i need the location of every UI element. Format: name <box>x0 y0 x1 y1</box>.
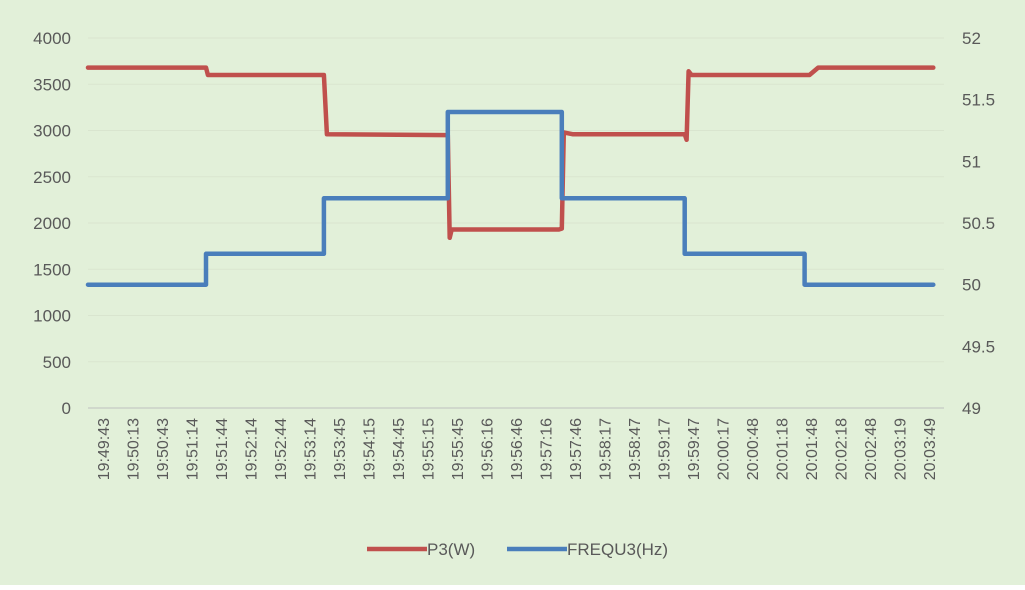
y-right-tick-label: 51 <box>962 152 981 171</box>
x-tick-label: 19:54:45 <box>391 418 408 480</box>
series-line-frequ3 <box>85 109 936 287</box>
x-tick-label: 19:52:14 <box>243 418 260 480</box>
x-tick-label: 19:59:17 <box>657 418 674 480</box>
y-right-tick-label: 52 <box>962 29 981 48</box>
series-lines <box>85 65 936 287</box>
x-tick-label: 19:53:45 <box>332 418 349 480</box>
x-tick-label: 19:53:14 <box>302 418 319 480</box>
x-tick-label: 20:01:48 <box>804 418 821 480</box>
x-tick-label: 19:54:15 <box>361 418 378 480</box>
x-tick-label: 20:00:17 <box>716 418 733 480</box>
x-tick-label: 19:49:43 <box>96 418 113 480</box>
y-right-tick-label: 50.5 <box>962 214 995 233</box>
y-left-tick-label: 500 <box>43 353 71 372</box>
y-right-tick-label: 49.5 <box>962 337 995 356</box>
x-tick-label: 20:02:48 <box>863 418 880 480</box>
x-tick-label: 19:51:14 <box>184 418 201 480</box>
y-right-tick-label: 49 <box>962 399 981 418</box>
x-tick-label: 19:55:15 <box>420 418 437 480</box>
x-tick-label: 19:58:17 <box>598 418 615 480</box>
x-tick-label: 20:02:18 <box>834 418 851 480</box>
y-left-tick-label: 3500 <box>33 75 71 94</box>
y-left-tick-label: 1000 <box>33 307 71 326</box>
y-axis-left-ticks: 0 500 1000 1500 2000 2500 3000 3500 4000 <box>33 29 71 418</box>
y-right-tick-label: 50 <box>962 276 981 295</box>
legend: P3(W) FREQU3(Hz) <box>367 540 668 559</box>
x-tick-label: 19:58:47 <box>627 418 644 480</box>
x-tick-label: 19:56:16 <box>479 418 496 480</box>
y-axis-right-ticks: 49 49.5 50 50.5 51 51.5 52 <box>962 29 995 418</box>
x-tick-label: 20:00:48 <box>745 418 762 480</box>
y-left-tick-label: 3000 <box>33 122 71 141</box>
gridlines <box>88 37 944 363</box>
y-left-tick-label: 0 <box>62 399 71 418</box>
x-tick-label: 19:50:43 <box>155 418 172 480</box>
x-tick-label: 19:55:45 <box>450 418 467 480</box>
x-tick-label: 19:57:16 <box>539 418 556 480</box>
x-axis-ticks: 19:49:43 19:50:13 19:50:43 19:51:14 19:51:44… <box>96 418 939 480</box>
x-tick-label: 19:52:44 <box>273 418 290 480</box>
y-right-tick-label: 51.5 <box>962 91 995 110</box>
legend-label-p3: P3(W) <box>427 540 475 559</box>
legend-label-frequ3: FREQU3(Hz) <box>567 540 668 559</box>
x-tick-label: 19:50:13 <box>125 418 142 480</box>
x-tick-label: 19:59:47 <box>686 418 703 480</box>
y-left-tick-label: 2500 <box>33 168 71 187</box>
x-tick-label: 19:51:44 <box>214 418 231 480</box>
x-tick-label: 20:03:19 <box>893 418 910 480</box>
y-left-tick-label: 1500 <box>33 260 71 279</box>
y-left-tick-label: 2000 <box>33 214 71 233</box>
x-tick-label: 19:57:46 <box>568 418 585 480</box>
x-tick-label: 20:03:49 <box>922 418 939 480</box>
x-tick-label: 20:01:18 <box>775 418 792 480</box>
x-tick-label: 19:56:46 <box>509 418 526 480</box>
y-left-tick-label: 4000 <box>33 29 71 48</box>
